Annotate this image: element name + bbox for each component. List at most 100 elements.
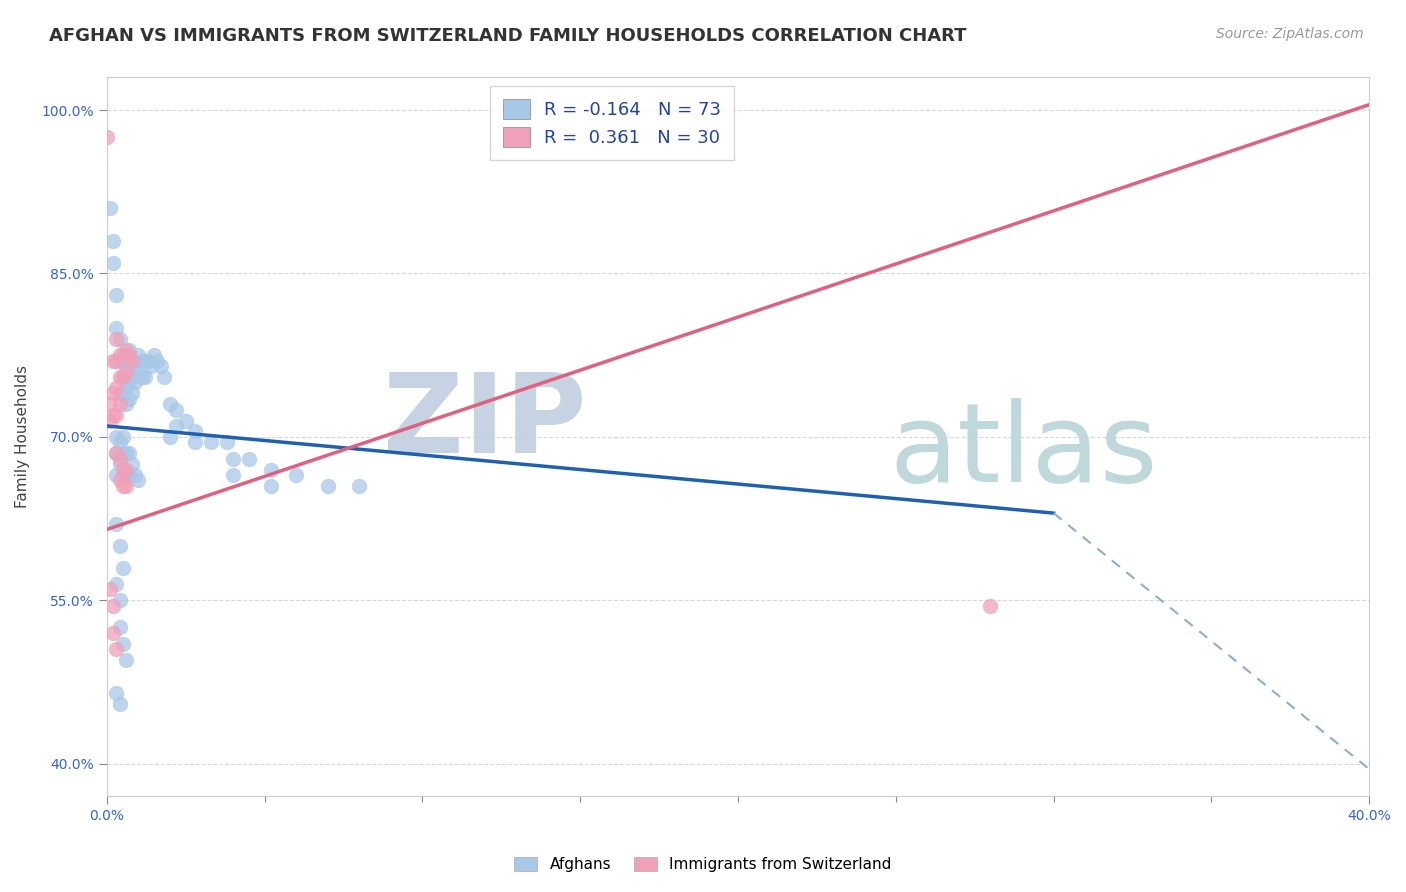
- Point: [285, 467, 308, 482]
- Point: [124, 376, 146, 390]
- Text: ZIP: ZIP: [384, 369, 586, 476]
- Point: [184, 435, 207, 450]
- Point: [103, 353, 125, 368]
- Point: [115, 348, 138, 362]
- Point: [134, 370, 156, 384]
- Point: [98, 397, 121, 411]
- Point: [127, 348, 149, 362]
- Point: [238, 451, 260, 466]
- Point: [121, 457, 143, 471]
- Point: [115, 462, 138, 476]
- Point: [115, 653, 138, 667]
- Point: [131, 353, 153, 368]
- Point: [105, 467, 128, 482]
- Point: [96, 130, 118, 145]
- Point: [108, 457, 131, 471]
- Point: [134, 353, 156, 368]
- Point: [108, 386, 131, 401]
- Point: [127, 364, 149, 378]
- Point: [105, 288, 128, 302]
- Point: [98, 201, 121, 215]
- Point: [111, 467, 134, 482]
- Point: [115, 467, 138, 482]
- Point: [118, 392, 141, 406]
- Point: [159, 397, 181, 411]
- Point: [260, 462, 283, 476]
- Point: [111, 637, 134, 651]
- Point: [103, 386, 125, 401]
- Point: [98, 582, 121, 597]
- Point: [105, 446, 128, 460]
- Legend: R = -0.164   N = 73, R =  0.361   N = 30: R = -0.164 N = 73, R = 0.361 N = 30: [489, 87, 734, 160]
- Point: [146, 353, 169, 368]
- Point: [108, 348, 131, 362]
- Point: [131, 370, 153, 384]
- Point: [121, 370, 143, 384]
- Point: [98, 413, 121, 427]
- Point: [108, 332, 131, 346]
- Text: AFGHAN VS IMMIGRANTS FROM SWITZERLAND FAMILY HOUSEHOLDS CORRELATION CHART: AFGHAN VS IMMIGRANTS FROM SWITZERLAND FA…: [49, 27, 967, 45]
- Point: [115, 364, 138, 378]
- Point: [108, 397, 131, 411]
- Point: [103, 408, 125, 422]
- Point: [111, 348, 134, 362]
- Point: [165, 402, 187, 417]
- Point: [260, 479, 283, 493]
- Point: [111, 479, 134, 493]
- Point: [118, 446, 141, 460]
- Point: [143, 348, 166, 362]
- Point: [105, 353, 128, 368]
- Point: [111, 386, 134, 401]
- Point: [105, 686, 128, 700]
- Point: [115, 479, 138, 493]
- Point: [111, 370, 134, 384]
- Text: atlas: atlas: [890, 398, 1159, 505]
- Point: [103, 626, 125, 640]
- Point: [165, 419, 187, 434]
- Point: [121, 353, 143, 368]
- Y-axis label: Family Households: Family Households: [15, 366, 30, 508]
- Point: [111, 353, 134, 368]
- Point: [139, 359, 162, 373]
- Point: [115, 397, 138, 411]
- Point: [174, 413, 197, 427]
- Point: [222, 467, 245, 482]
- Point: [159, 430, 181, 444]
- Point: [118, 348, 141, 362]
- Point: [108, 435, 131, 450]
- Point: [111, 560, 134, 574]
- Point: [115, 364, 138, 378]
- Point: [111, 462, 134, 476]
- Point: [124, 467, 146, 482]
- Point: [118, 343, 141, 357]
- Point: [115, 343, 138, 357]
- Point: [124, 359, 146, 373]
- Point: [111, 370, 134, 384]
- Point: [103, 599, 125, 613]
- Point: [108, 370, 131, 384]
- Point: [103, 255, 125, 269]
- Point: [200, 435, 222, 450]
- Point: [136, 353, 159, 368]
- Legend: Afghans, Immigrants from Switzerland: Afghans, Immigrants from Switzerland: [506, 849, 900, 880]
- Point: [108, 697, 131, 711]
- Point: [108, 539, 131, 553]
- Point: [121, 386, 143, 401]
- Point: [103, 234, 125, 248]
- Point: [149, 359, 172, 373]
- Point: [105, 446, 128, 460]
- Point: [222, 451, 245, 466]
- Point: [105, 381, 128, 395]
- Point: [108, 474, 131, 488]
- Point: [111, 430, 134, 444]
- Point: [152, 370, 174, 384]
- Point: [184, 425, 207, 439]
- Point: [108, 451, 131, 466]
- Point: [105, 430, 128, 444]
- Point: [105, 332, 128, 346]
- Point: [105, 408, 128, 422]
- Point: [118, 376, 141, 390]
- Point: [215, 435, 238, 450]
- Point: [115, 446, 138, 460]
- Point: [108, 353, 131, 368]
